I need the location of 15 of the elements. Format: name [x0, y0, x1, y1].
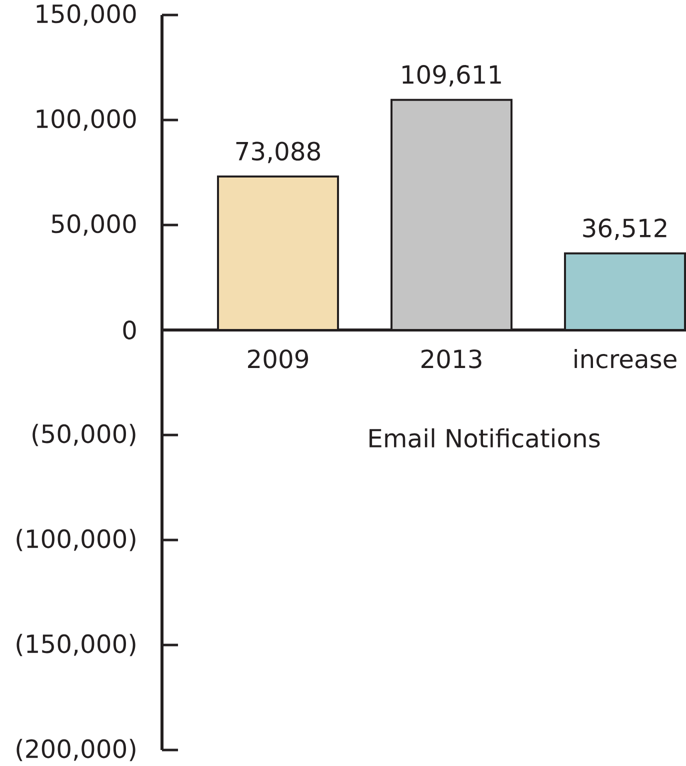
y-tick-label: (150,000): [16, 634, 136, 656]
x-tick-label: 2013: [422, 349, 482, 368]
y-tick-label: (100,000): [16, 528, 136, 552]
y-tick-label: 150,000: [36, 4, 136, 26]
data-label: 36,512: [583, 218, 666, 240]
x-axis-title: Email Notifications: [370, 428, 600, 448]
data-label: 73,088: [236, 142, 320, 164]
y-tick-label: 0: [123, 320, 136, 340]
x-tick-label: increase: [574, 349, 676, 368]
y-tick-label: 50,000: [52, 214, 136, 236]
data-label: 109,611: [402, 65, 501, 86]
y-tick-label: (50,000): [32, 424, 136, 446]
y-tick-label: (200,000): [16, 738, 136, 762]
x-tick-label: 2009: [248, 349, 308, 368]
y-tick-label: 100,000: [36, 109, 136, 131]
